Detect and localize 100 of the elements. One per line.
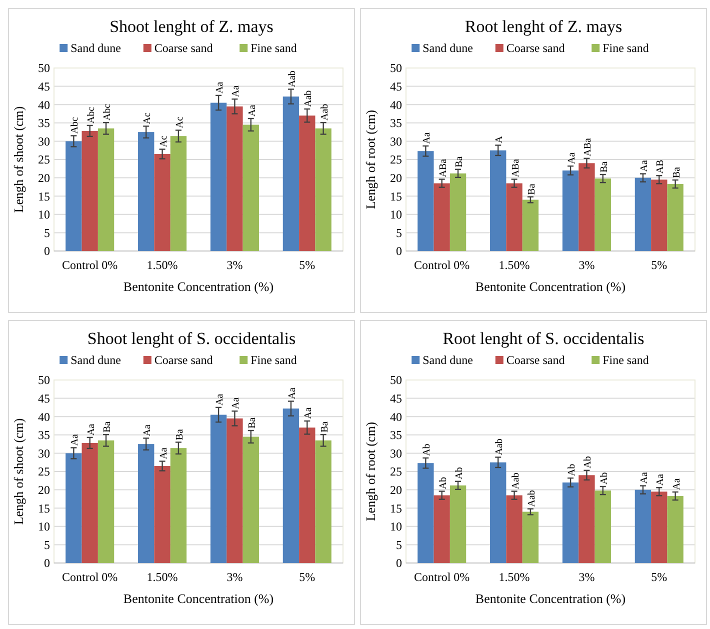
bar xyxy=(634,490,652,563)
bar xyxy=(434,183,450,251)
bar xyxy=(522,200,539,251)
bar xyxy=(506,183,522,251)
y-tick-label: 20 xyxy=(38,483,50,497)
y-tick-label: 35 xyxy=(390,116,402,130)
legend-label: Coarse sand xyxy=(506,41,565,55)
bar xyxy=(98,440,114,563)
data-label: Aa xyxy=(655,473,666,486)
y-tick-label: 50 xyxy=(38,373,50,388)
data-label: Aa xyxy=(286,387,298,400)
bar xyxy=(594,490,611,563)
y-tick-label: 35 xyxy=(38,428,50,442)
data-label: Ac xyxy=(142,112,154,124)
y-tick-label: 25 xyxy=(38,152,50,167)
data-label: Abc xyxy=(86,106,97,124)
data-label: Aab xyxy=(319,104,330,121)
bar xyxy=(506,495,522,563)
bar xyxy=(522,512,539,563)
bar xyxy=(170,136,187,251)
bar xyxy=(667,496,684,563)
bar xyxy=(299,428,316,563)
legend-label: Sand dune xyxy=(70,353,121,367)
bar xyxy=(667,184,684,251)
y-tick-label: 45 xyxy=(38,80,50,94)
bar xyxy=(578,475,595,563)
data-label: Aab xyxy=(494,438,506,456)
y-tick-label: 40 xyxy=(390,410,402,424)
y-axis-title: Lengh of shoot (cm) xyxy=(11,106,26,213)
x-tick-label: 1.50% xyxy=(146,258,178,272)
bar xyxy=(434,495,450,563)
legend-label: Fine sand xyxy=(250,353,297,367)
y-tick-label: 40 xyxy=(38,98,50,112)
y-tick-label: 25 xyxy=(38,464,50,479)
data-label: Aa xyxy=(422,132,433,144)
y-tick-label: 5 xyxy=(396,538,402,552)
data-label: Aa xyxy=(86,423,97,436)
y-tick-label: 15 xyxy=(38,501,50,516)
x-tick-label: 5% xyxy=(299,570,316,584)
x-tick-label: 3% xyxy=(578,258,595,272)
y-tick-label: 35 xyxy=(38,116,50,130)
bar xyxy=(299,116,316,251)
data-label: Aa xyxy=(158,447,170,460)
x-tick-label: 3% xyxy=(226,258,243,272)
y-tick-label: 0 xyxy=(44,244,50,258)
y-tick-label: 25 xyxy=(390,152,402,167)
legend-label: Sand dune xyxy=(422,41,473,55)
data-label: Aa xyxy=(142,424,154,436)
data-label: ABa xyxy=(582,138,594,156)
bar xyxy=(66,141,82,251)
data-label: Aab xyxy=(286,70,298,88)
x-tick-label: Control 0% xyxy=(62,258,118,272)
bar xyxy=(562,482,579,563)
data-label: Ab xyxy=(454,467,466,480)
bar xyxy=(418,463,434,563)
legend-label: Coarse sand xyxy=(506,353,565,367)
data-label: Aab xyxy=(526,490,538,507)
data-label: Ab xyxy=(438,477,449,490)
bar xyxy=(418,151,434,251)
data-label: Aa xyxy=(566,152,578,164)
bar xyxy=(242,124,259,251)
data-label: A xyxy=(494,135,506,144)
y-tick-label: 5 xyxy=(44,226,50,240)
y-tick-label: 10 xyxy=(390,208,402,222)
y-tick-label: 40 xyxy=(390,98,402,112)
x-tick-label: 1.50% xyxy=(498,570,530,584)
y-tick-label: 45 xyxy=(390,392,402,406)
x-tick-label: Control 0% xyxy=(414,258,470,272)
y-tick-label: 45 xyxy=(38,392,50,406)
legend-label: Coarse sand xyxy=(154,41,213,55)
data-label: Ba xyxy=(174,428,186,440)
bar xyxy=(138,132,154,251)
data-label: Aa xyxy=(70,433,81,446)
legend-label: Fine sand xyxy=(602,353,649,367)
y-tick-label: 30 xyxy=(390,134,402,148)
data-label: Ba xyxy=(671,166,682,178)
x-tick-label: 1.50% xyxy=(498,258,530,272)
y-tick-label: 15 xyxy=(390,501,402,516)
bar xyxy=(594,178,611,251)
data-label: Aab xyxy=(303,90,314,107)
chart-title: Root lenght of S. occidentalis xyxy=(442,329,644,348)
data-label: Aa xyxy=(638,472,650,484)
bar xyxy=(226,418,243,563)
y-tick-label: 10 xyxy=(38,208,50,222)
data-label: Abc xyxy=(70,116,81,134)
y-tick-label: 15 xyxy=(390,189,402,204)
data-label: Aa xyxy=(214,393,226,406)
y-tick-label: 30 xyxy=(390,446,402,460)
data-label: Ba xyxy=(454,156,466,168)
legend-label: Sand dune xyxy=(70,41,121,55)
x-tick-label: 3% xyxy=(226,570,243,584)
x-tick-label: 3% xyxy=(578,570,595,584)
data-label: Aa xyxy=(230,84,242,98)
data-label: Ac xyxy=(158,135,170,148)
bar xyxy=(82,442,98,563)
y-tick-label: 50 xyxy=(390,61,402,76)
x-tick-label: Control 0% xyxy=(62,570,118,584)
data-label: Ba xyxy=(102,420,114,433)
y-tick-label: 30 xyxy=(38,134,50,148)
data-label: Ab xyxy=(598,472,610,485)
